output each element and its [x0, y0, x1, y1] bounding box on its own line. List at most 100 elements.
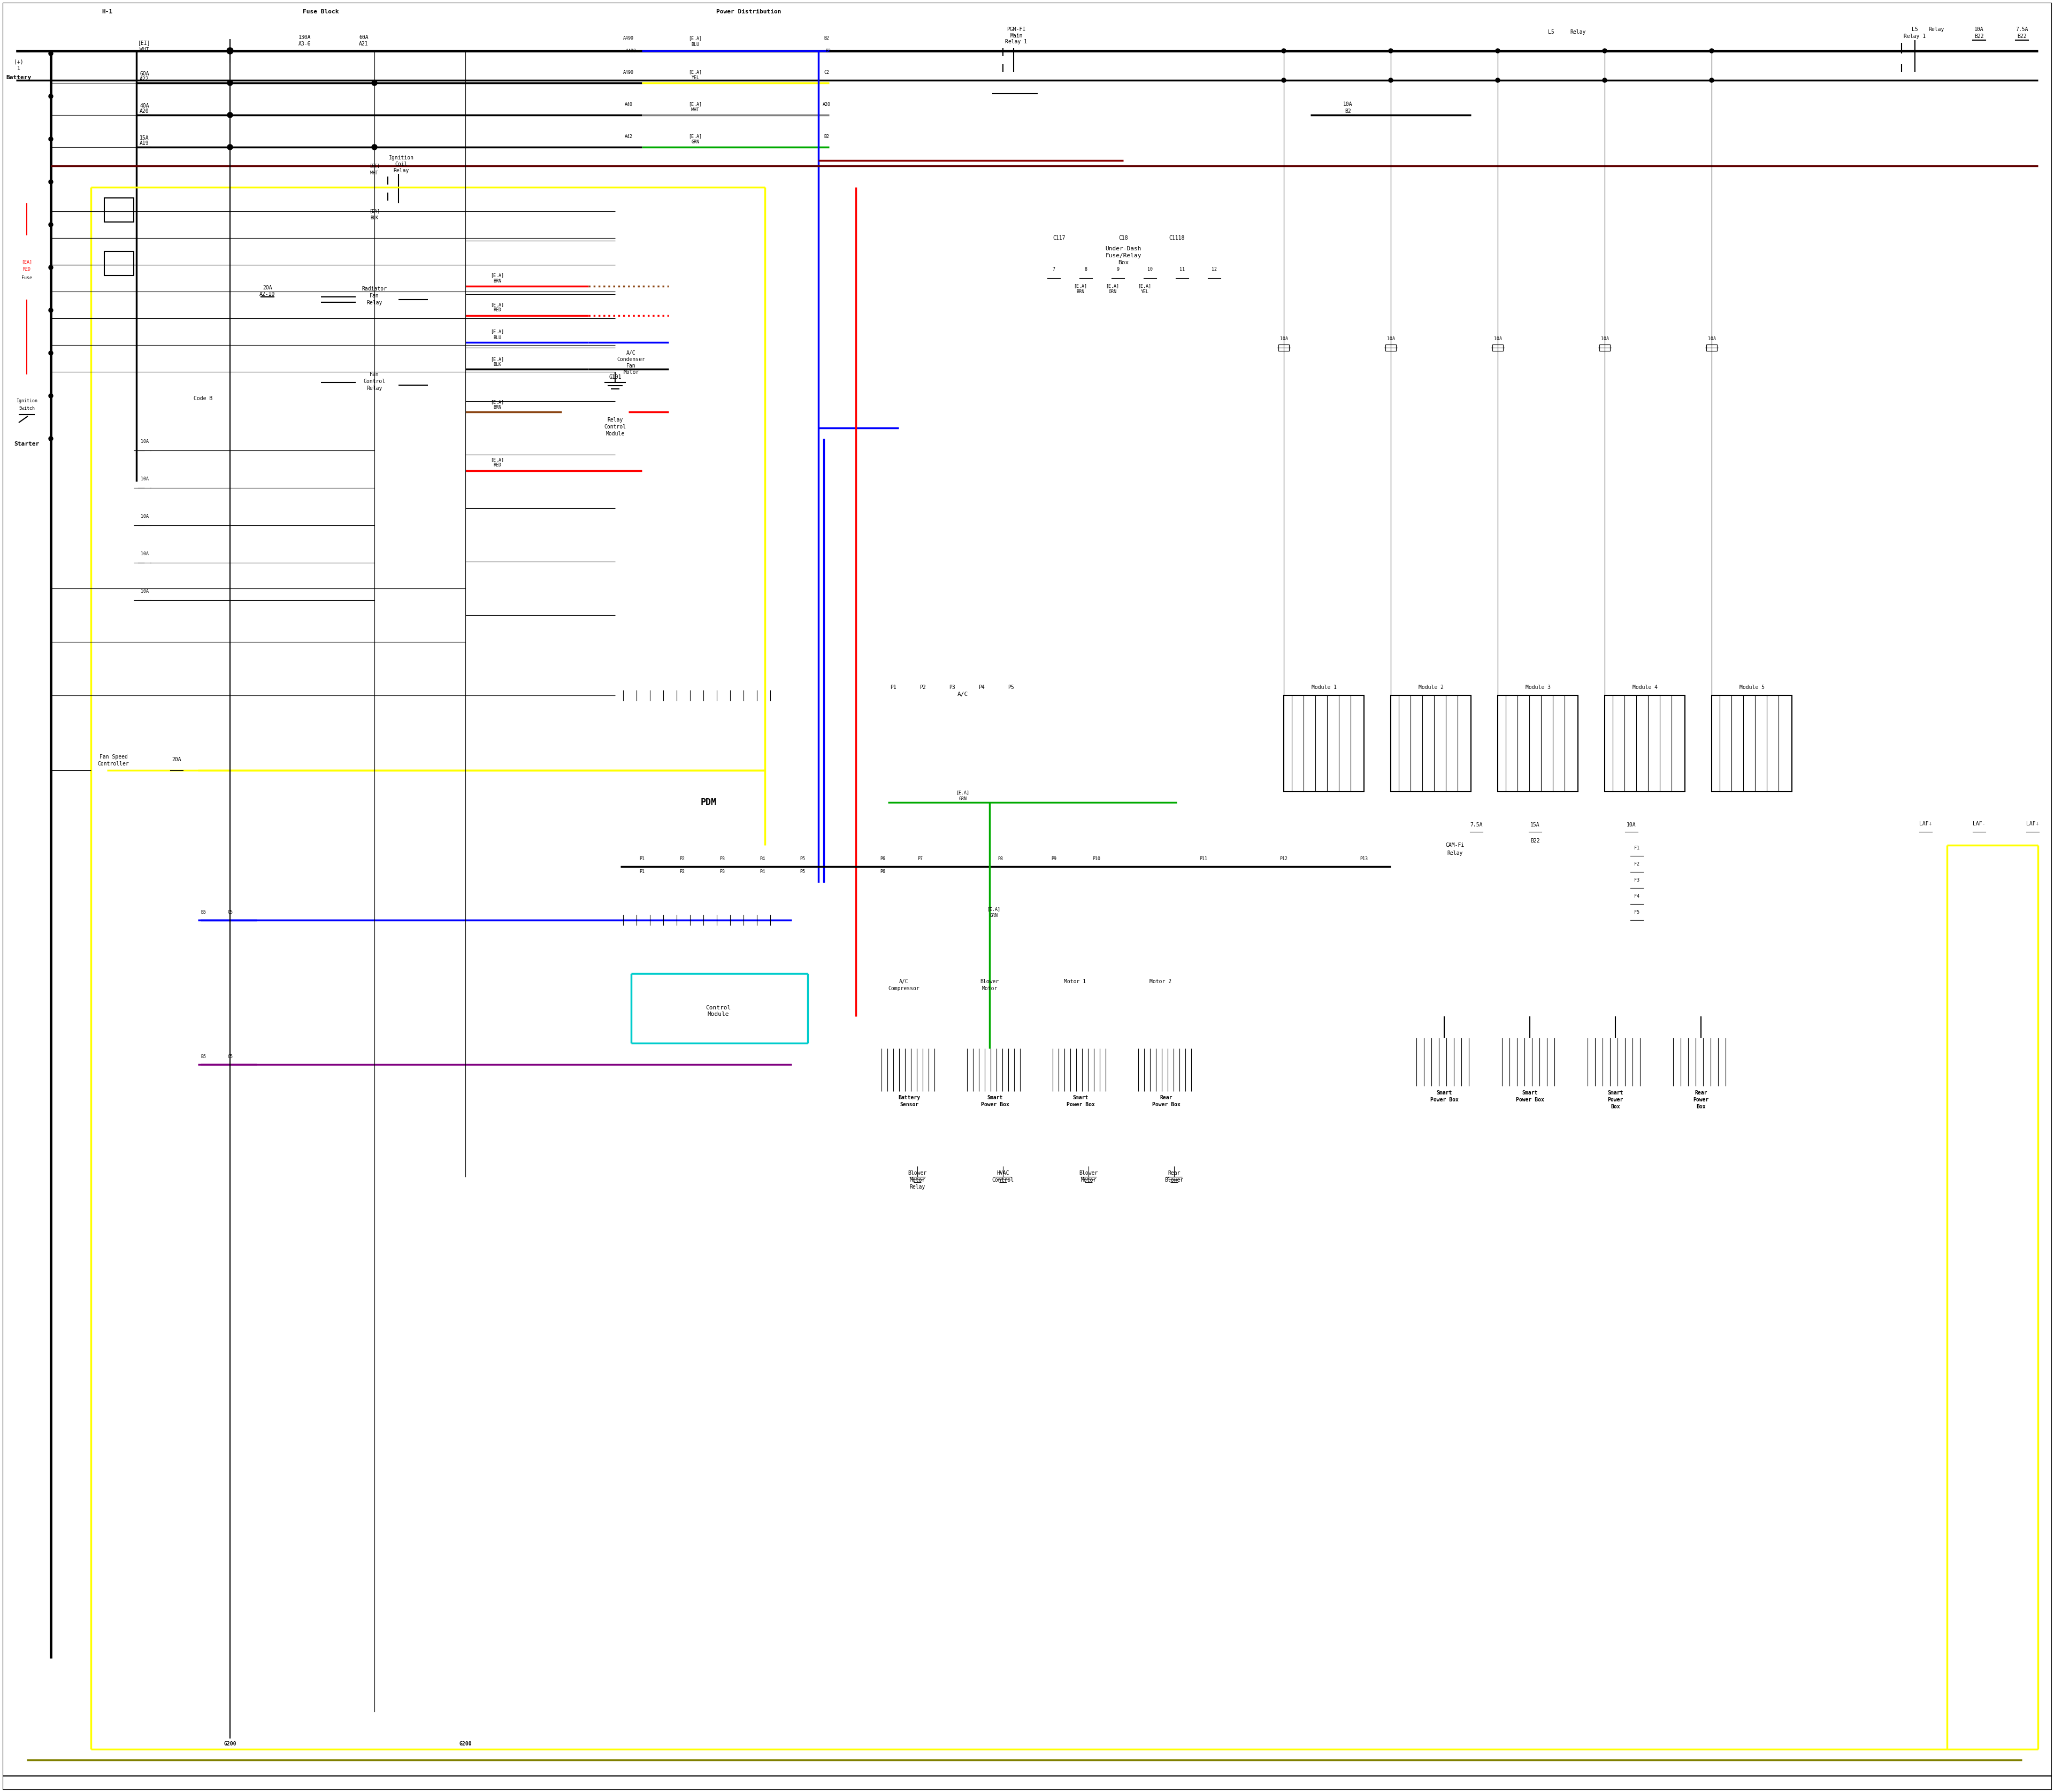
Text: A21: A21: [359, 41, 368, 47]
Bar: [945, 701, 965, 710]
Bar: [1584, 1038, 1647, 1086]
Bar: [877, 1048, 941, 1091]
Bar: [191, 401, 199, 410]
Circle shape: [134, 767, 140, 772]
Circle shape: [228, 767, 232, 772]
Text: P2: P2: [920, 685, 926, 690]
Bar: [355, 392, 398, 423]
Bar: [1600, 344, 1610, 351]
Bar: [797, 864, 807, 869]
Bar: [462, 403, 468, 419]
Text: A40: A40: [624, 102, 633, 108]
Text: Power Box: Power Box: [1152, 1102, 1181, 1107]
Text: (+): (+): [14, 59, 23, 65]
Text: [E.A]: [E.A]: [491, 330, 503, 333]
Text: [E.A]: [E.A]: [1138, 283, 1152, 289]
Text: RED: RED: [493, 462, 501, 468]
Bar: [1183, 797, 1204, 824]
Bar: [1169, 244, 1179, 262]
Text: [E.A]: [E.A]: [491, 457, 503, 462]
Bar: [756, 864, 768, 869]
Text: A2-10: A2-10: [259, 292, 275, 297]
Text: [EA]: [EA]: [370, 210, 380, 213]
Bar: [1707, 344, 1717, 351]
Bar: [633, 874, 651, 909]
Text: Motor: Motor: [910, 1177, 924, 1183]
Circle shape: [1709, 48, 1713, 54]
Bar: [1193, 874, 1214, 909]
Bar: [1087, 797, 1107, 824]
Bar: [826, 108, 832, 124]
Bar: [877, 864, 887, 869]
Text: 20A: 20A: [263, 285, 273, 290]
Bar: [1974, 828, 1984, 835]
Text: Power Distribution: Power Distribution: [717, 9, 781, 14]
Bar: [877, 701, 1048, 925]
Text: WHT: WHT: [692, 108, 698, 113]
Text: Motor 1: Motor 1: [1064, 978, 1087, 984]
Bar: [676, 864, 688, 869]
Text: 7.5A: 7.5A: [2015, 27, 2027, 32]
Text: 15A: 15A: [140, 136, 150, 142]
Text: 10A: 10A: [140, 477, 148, 482]
Text: Smart: Smart: [1436, 1090, 1452, 1095]
Bar: [639, 43, 645, 59]
Bar: [637, 864, 647, 869]
Text: Power Box: Power Box: [1430, 1097, 1458, 1102]
Bar: [140, 521, 150, 529]
Text: 10A: 10A: [140, 439, 148, 444]
Text: A/C: A/C: [957, 692, 967, 697]
Text: LAF+: LAF+: [2027, 821, 2040, 826]
Text: P7: P7: [918, 857, 922, 860]
Text: Fuse: Fuse: [21, 276, 33, 281]
Text: Smart: Smart: [1522, 1090, 1538, 1095]
Text: Blower: Blower: [1078, 1170, 1099, 1176]
Bar: [1497, 695, 1577, 792]
Text: Radiator: Radiator: [362, 287, 386, 292]
Bar: [803, 797, 824, 824]
Text: P11: P11: [1200, 857, 1208, 860]
Text: [E.A]: [E.A]: [1105, 283, 1119, 289]
Bar: [1278, 344, 1290, 351]
Text: YEL: YEL: [692, 75, 698, 81]
Text: P4: P4: [760, 857, 764, 860]
Circle shape: [1389, 48, 1393, 54]
Bar: [1144, 1124, 1204, 1167]
Text: 10A: 10A: [1707, 337, 1715, 340]
Text: Module 3: Module 3: [1526, 685, 1551, 690]
Circle shape: [10, 47, 18, 56]
Bar: [1631, 853, 1641, 858]
Bar: [1440, 862, 1481, 891]
Bar: [140, 597, 150, 604]
Text: Blower: Blower: [1165, 1177, 1183, 1183]
Text: Relay 1: Relay 1: [1904, 34, 1927, 39]
Text: P4: P4: [978, 685, 984, 690]
Bar: [1134, 941, 1187, 973]
Text: B5: B5: [201, 1054, 205, 1059]
Bar: [1048, 274, 1060, 281]
Circle shape: [1602, 79, 1606, 82]
Text: Under-Dash: Under-Dash: [1105, 246, 1142, 251]
Bar: [1273, 874, 1294, 909]
Bar: [963, 1048, 1027, 1091]
Bar: [690, 797, 711, 824]
Text: BLU: BLU: [493, 335, 501, 340]
Bar: [357, 48, 370, 54]
Text: 10A: 10A: [140, 590, 148, 593]
Text: Smart: Smart: [988, 1095, 1002, 1100]
Text: [E.A]: [E.A]: [688, 134, 702, 138]
Bar: [992, 82, 1037, 109]
Text: RED: RED: [493, 308, 501, 312]
Bar: [1493, 344, 1504, 351]
Bar: [859, 797, 879, 824]
Text: P5: P5: [799, 857, 805, 860]
Circle shape: [47, 308, 53, 314]
Text: Module 2: Module 2: [1417, 685, 1444, 690]
Circle shape: [47, 163, 53, 168]
Text: 10A: 10A: [1386, 337, 1395, 340]
Text: B2: B2: [824, 134, 830, 138]
Text: [E.A]: [E.A]: [491, 272, 503, 278]
Text: 60A: 60A: [140, 72, 150, 77]
Text: Smart: Smart: [1072, 1095, 1089, 1100]
Text: Module 1: Module 1: [1310, 685, 1337, 690]
